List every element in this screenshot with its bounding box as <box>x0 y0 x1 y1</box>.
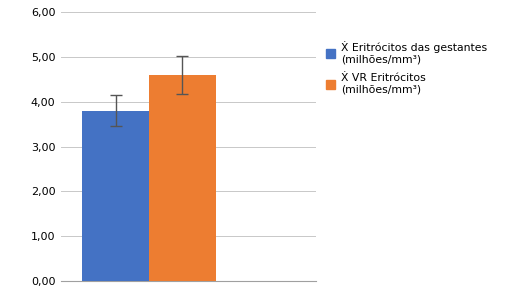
Bar <box>149 75 216 281</box>
Bar <box>82 111 149 281</box>
Legend: Ẋ Eritrócitos das gestantes
(milhões/mm³), Ẋ VR Eritrócitos
(milhões/mm³): Ẋ Eritrócitos das gestantes (milhões/mm³… <box>324 39 489 97</box>
